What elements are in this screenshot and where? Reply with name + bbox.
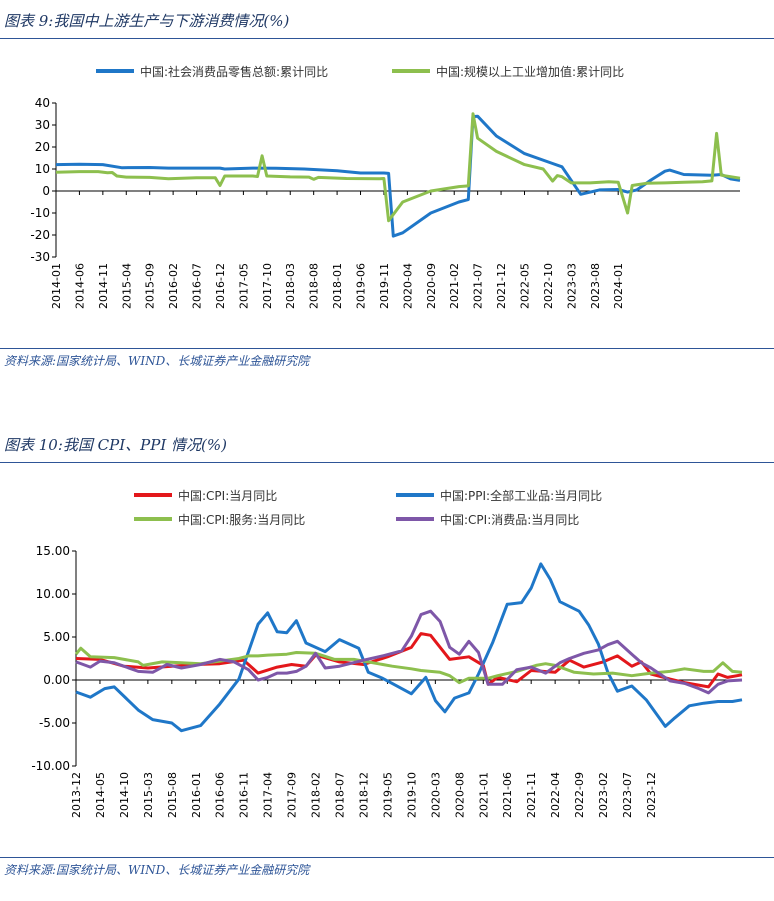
- chart2-x-tick-label: 2016-11: [238, 772, 251, 818]
- chart1-x-tick-label: 2021-02: [448, 263, 461, 309]
- chart1-x-tick-label: 2017-10: [261, 263, 274, 309]
- chart2-legend-label-2: 中国:PPI:全部工业品:当月同比: [440, 488, 602, 503]
- chart2-y-tick-label: -5.00: [39, 716, 70, 730]
- chart1-x-tick-label: 2021-07: [472, 263, 485, 309]
- chart2-x-tick-label: 2015-08: [166, 772, 179, 818]
- chart2: 中国:CPI:当月同比 中国:PPI:全部工业品:当月同比 中国:CPI:服务:…: [31, 488, 743, 818]
- chart2-x-tick-label: 2021-06: [501, 772, 514, 818]
- chart2-x-tick-label: 2019-05: [381, 772, 394, 818]
- chart1-legend-label-2: 中国:规模以上工业增加值:累计同比: [436, 64, 624, 79]
- chart1-x-tick-label: 2017-05: [237, 263, 250, 309]
- chart1: 中国:社会消费品零售总额:累计同比 中国:规模以上工业增加值:累计同比 40 30…: [30, 64, 741, 309]
- chart2-x-tick-label: 2017-09: [286, 772, 299, 818]
- chart1-x-tick-label: 2018-03: [284, 263, 297, 309]
- chart2-x-tick-label: 2022-04: [549, 772, 562, 818]
- chart2-x-tick-label: 2021-11: [525, 772, 538, 818]
- chart1-y-tick-label: -10: [30, 206, 50, 220]
- figure1-top-rule: [0, 38, 774, 39]
- chart1-x-tick-label: 2022-05: [518, 263, 531, 309]
- chart2-x-tick-label: 2023-12: [645, 772, 658, 818]
- chart2-x-tick-label: 2021-01: [477, 772, 490, 818]
- chart1-x-tick-label: 2020-09: [425, 263, 438, 309]
- figure1-bottom-rule: [0, 348, 774, 349]
- chart2-x-tick-label: 2023-02: [597, 772, 610, 818]
- chart2-x-tick-label: 2018-02: [310, 772, 323, 818]
- figure2-source: 资料来源:国家统计局、WIND、长城证券产业金融研究院: [4, 863, 310, 877]
- figure2-top-rule: [0, 462, 774, 463]
- chart1-x-tick-label: 2023-08: [589, 263, 602, 309]
- chart2-y-tick-label: 0.00: [43, 673, 70, 687]
- chart1-y-tick-label: -30: [30, 250, 50, 264]
- chart1-legend: 中国:社会消费品零售总额:累计同比 中国:规模以上工业增加值:累计同比: [96, 64, 624, 79]
- chart1-x-tick-label: 2021-12: [495, 263, 508, 309]
- chart2-series-4-line: [75, 609, 743, 695]
- chart1-x-tick-label: 2015-04: [120, 263, 133, 309]
- chart2-legend-label-1: 中国:CPI:当月同比: [178, 488, 277, 503]
- chart2-x-tick-label: 2020-03: [429, 772, 442, 818]
- chart2-y-tick-label: -10.00: [31, 759, 70, 773]
- chart1-legend-label-1: 中国:社会消费品零售总额:累计同比: [140, 64, 328, 79]
- chart1-x-tick-label: 2014-11: [97, 263, 110, 309]
- chart2-x-tick-label: 2014-05: [94, 772, 107, 818]
- chart2-y-tick-label: 15.00: [36, 544, 70, 558]
- chart2-x-tick-label: 2020-08: [453, 772, 466, 818]
- chart2-x-tick-label: 2018-07: [334, 772, 347, 818]
- chart1-x-tick-label: 2014-01: [50, 263, 63, 309]
- chart2-y-tick-label: 10.00: [36, 587, 70, 601]
- chart1-x-tick-label: 2016-07: [191, 263, 204, 309]
- chart1-x-tick-label: 2019-06: [355, 263, 368, 309]
- chart1-x-tick-label: 2018-01: [331, 263, 344, 309]
- chart1-series-2-line: [55, 112, 741, 223]
- chart1-x-tick-label: 2014-06: [73, 263, 86, 309]
- chart1-x-tick-label: 2019-11: [378, 263, 391, 309]
- chart1-y-tick-label: 30: [35, 118, 50, 132]
- chart1-series-1-line: [55, 114, 741, 238]
- chart2-series-2-line: [75, 562, 743, 733]
- chart2-x-tick-label: 2014-10: [118, 772, 131, 818]
- chart2-x-tick-label: 2016-06: [214, 772, 227, 818]
- chart2-x-tick-label: 2019-10: [405, 772, 418, 818]
- figure1-title: 图表 9:我国中上游生产与下游消费情况(%): [4, 12, 290, 30]
- chart1-y-tick-label: 40: [35, 96, 50, 110]
- chart1-y-tick-label: -20: [30, 228, 50, 242]
- chart2-series-3-line: [74, 646, 743, 685]
- chart1-y-tick-label: 20: [35, 140, 50, 154]
- chart2-y-tick-label: 5.00: [43, 630, 70, 644]
- chart2-x-tick-label: 2016-01: [190, 772, 203, 818]
- chart1-x-tick-label: 2016-02: [167, 263, 180, 309]
- chart1-x-tick-label: 2023-03: [565, 263, 578, 309]
- chart2-x-tick-label: 2017-04: [262, 772, 275, 818]
- chart1-x-tick-label: 2022-10: [542, 263, 555, 309]
- chart2-legend-label-4: 中国:CPI:消费品:当月同比: [440, 512, 579, 527]
- figure2-bottom-rule: [0, 857, 774, 858]
- chart2-legend-label-3: 中国:CPI:服务:当月同比: [178, 512, 305, 527]
- chart2-x-tick-label: 2022-09: [573, 772, 586, 818]
- chart2-legend: 中国:CPI:当月同比 中国:PPI:全部工业品:当月同比 中国:CPI:服务:…: [134, 488, 602, 527]
- chart1-x-tick-label: 2016-12: [214, 263, 227, 309]
- chart1-y-tick-label: 0: [42, 184, 50, 198]
- chart1-y-tick-label: 10: [35, 162, 50, 176]
- chart2-x-tick-label: 2018-12: [357, 772, 370, 818]
- chart2-x-tick-label: 2015-03: [142, 772, 155, 818]
- chart1-x-tick-label: 2015-09: [144, 263, 157, 309]
- chart1-x-tick-label: 2020-04: [401, 263, 414, 309]
- chart1-x-tick-label: 2018-08: [308, 263, 321, 309]
- figure2-title: 图表 10:我国 CPI、PPI 情况(%): [4, 436, 228, 454]
- chart2-x-tick-label: 2013-12: [70, 772, 83, 818]
- chart2-x-tick-label: 2023-07: [621, 772, 634, 818]
- chart1-x-tick-label: 2024-01: [612, 263, 625, 309]
- figure1-source: 资料来源:国家统计局、WIND、长城证券产业金融研究院: [4, 354, 310, 368]
